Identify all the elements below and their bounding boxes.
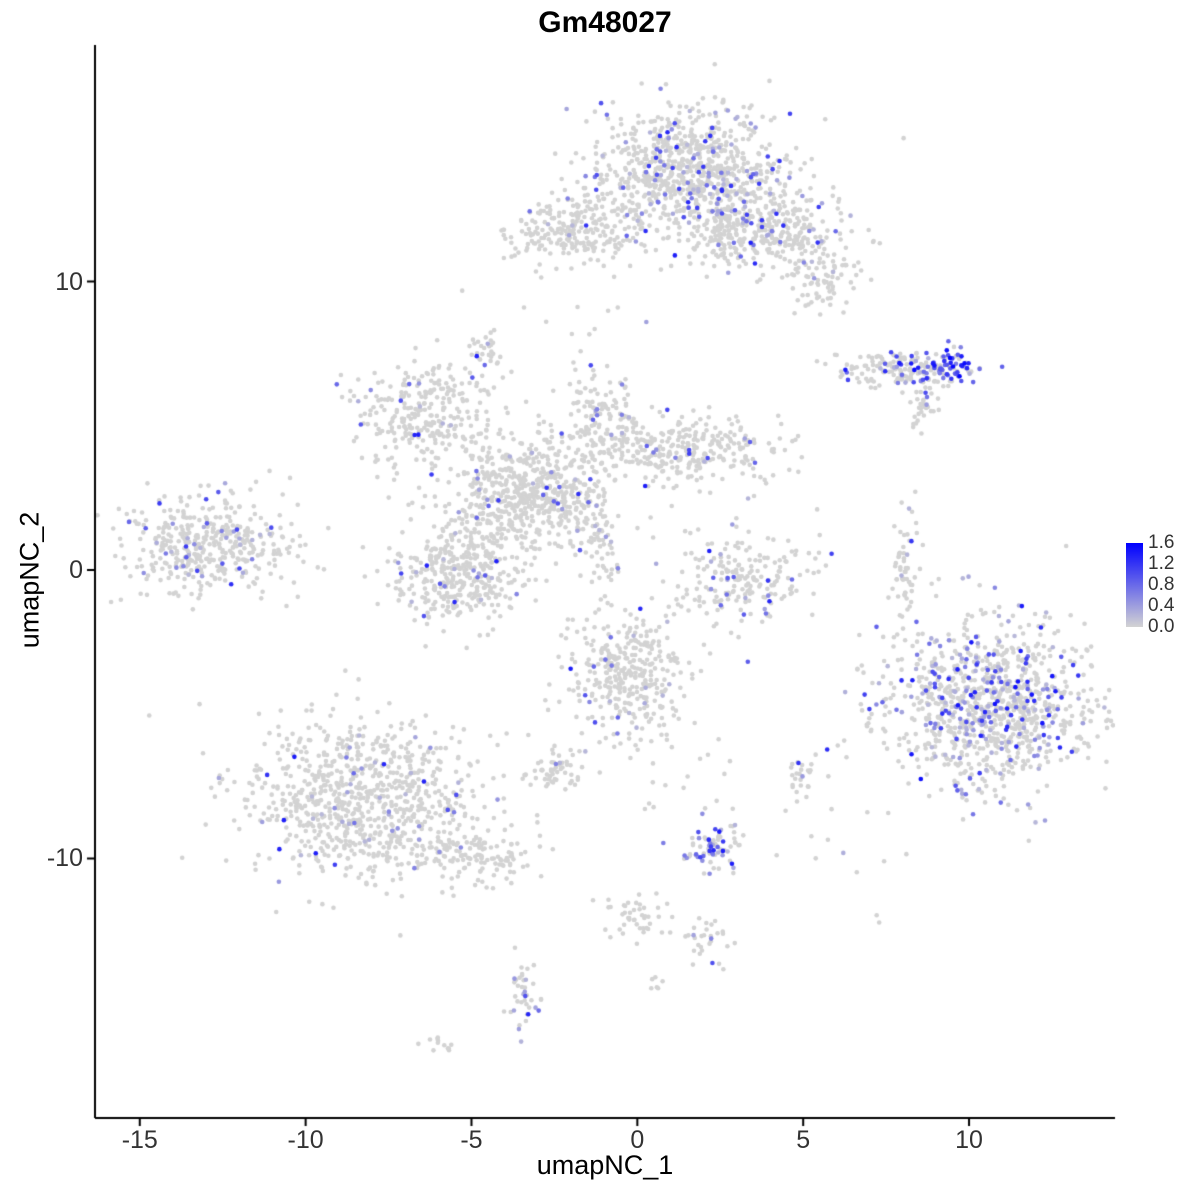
x-axis-label: umapNC_1 (536, 1150, 674, 1180)
x-tick-label: 5 (796, 1126, 811, 1154)
legend-tick-label: 1.6 (1148, 532, 1175, 553)
x-tick-label: 0 (630, 1126, 645, 1154)
x-tick-label: -10 (287, 1126, 324, 1154)
legend-gradient-bar (1126, 543, 1143, 627)
legend-tick-label: 1.2 (1148, 553, 1175, 574)
legend-tick-label: 0.0 (1148, 616, 1175, 637)
legend-tick-label: 0.4 (1148, 595, 1175, 616)
color-legend: 1.6 1.2 0.8 0.4 0.0 (1126, 533, 1200, 639)
x-tick-label: -5 (460, 1126, 483, 1154)
legend-tick-label: 0.8 (1148, 574, 1175, 595)
x-tick-label: 10 (955, 1126, 983, 1154)
y-tick-label: 0 (69, 555, 83, 584)
chart-title: Gm48027 (538, 6, 672, 39)
y-tick-label: -10 (46, 844, 83, 873)
x-tick-label: -15 (121, 1126, 158, 1154)
y-tick-label: 10 (55, 267, 83, 296)
